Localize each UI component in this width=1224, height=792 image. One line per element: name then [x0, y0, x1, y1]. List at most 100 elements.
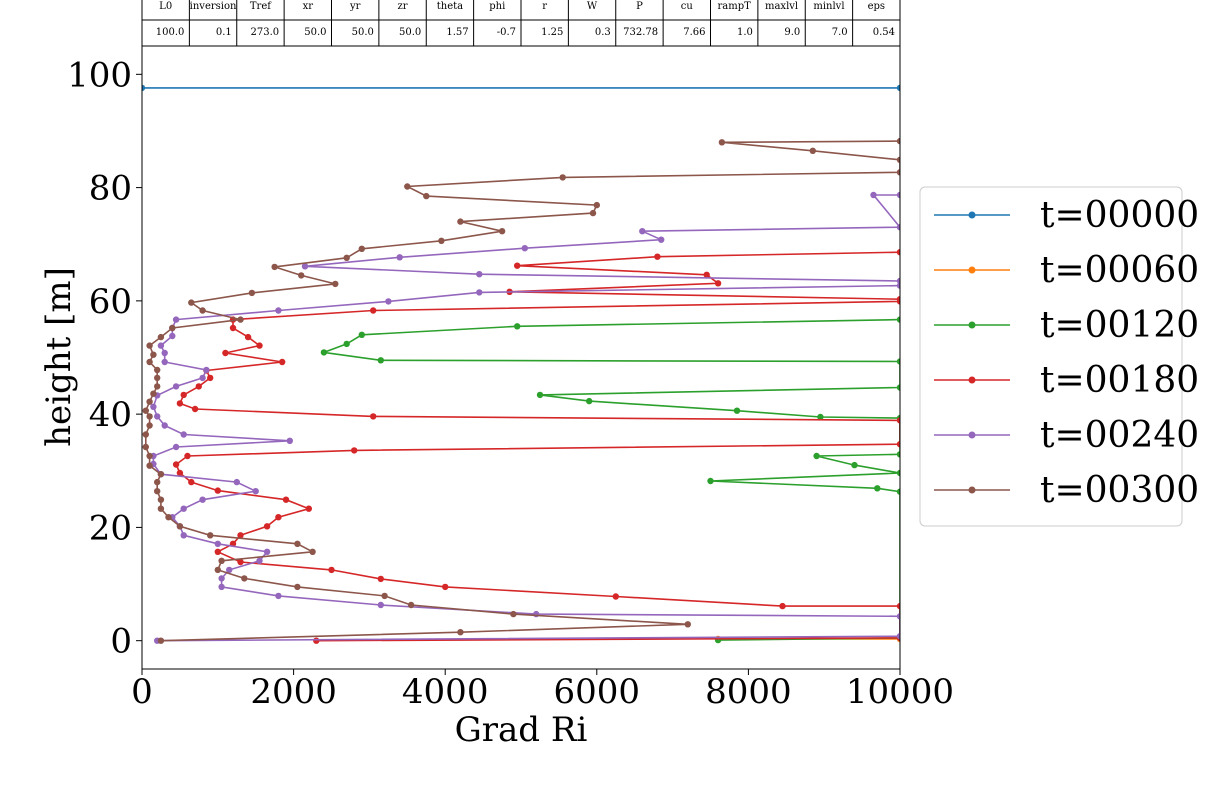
data-point: [589, 209, 597, 217]
data-point: [229, 324, 237, 332]
data-point: [214, 540, 221, 547]
table-value-cell: 0.1: [216, 27, 232, 38]
data-point: [896, 224, 900, 231]
data-point: [157, 333, 165, 341]
data-point: [874, 485, 881, 492]
data-point: [184, 452, 191, 460]
data-point: [237, 532, 244, 539]
data-point: [559, 174, 566, 181]
data-point: [146, 452, 153, 460]
data-point: [154, 374, 161, 382]
table-header-cell: P: [636, 1, 643, 12]
data-point: [320, 349, 328, 356]
data-point: [237, 558, 244, 566]
y-tick-label: 80: [89, 169, 132, 209]
data-point: [195, 383, 202, 390]
table-value-cell: -0.7: [497, 27, 516, 38]
data-point: [218, 557, 225, 564]
x-tick-label: 0: [131, 672, 153, 712]
x-axis-title: Grad Ri: [455, 710, 588, 750]
data-point: [294, 583, 301, 591]
data-point: [714, 280, 722, 287]
table-header-cell: xr: [303, 1, 314, 12]
data-point: [180, 431, 187, 438]
table-header-cell: cu: [681, 1, 694, 12]
data-point: [309, 548, 316, 555]
data-point: [718, 139, 726, 146]
data-point: [896, 451, 900, 458]
data-point: [199, 496, 206, 503]
data-point: [176, 523, 184, 530]
data-point: [142, 431, 149, 438]
data-point: [150, 390, 157, 397]
data-point: [370, 307, 377, 314]
data-point: [896, 277, 900, 285]
data-point: [896, 602, 900, 610]
data-point: [896, 191, 900, 199]
data-point: [813, 452, 820, 460]
series-line: [152, 194, 900, 642]
data-point: [313, 637, 320, 644]
table-value-cell: 1.25: [541, 27, 563, 38]
series-t=00000: [142, 84, 900, 92]
data-point: [896, 358, 900, 365]
y-tick-label: 0: [110, 622, 132, 662]
series-line: [323, 318, 900, 641]
data-point: [154, 383, 161, 390]
x-tick-label: 4000: [402, 672, 489, 712]
data-point: [896, 469, 900, 477]
data-point: [142, 407, 149, 414]
data-point: [404, 183, 411, 190]
legend-label: t=00240: [1040, 415, 1199, 456]
data-point: [896, 249, 900, 256]
data-point: [146, 422, 153, 429]
data-point: [154, 488, 161, 495]
data-point: [654, 253, 661, 260]
data-point: [172, 461, 180, 468]
legend-swatch-marker: [968, 211, 976, 219]
legend-frame: [919, 186, 1183, 527]
data-point: [521, 245, 528, 252]
legend-item: t=00180: [934, 360, 1199, 401]
data-point: [142, 443, 149, 451]
data-point: [457, 629, 464, 636]
legend-label: t=00300: [1040, 470, 1199, 511]
table-value-cell: 0.54: [873, 27, 895, 38]
x-tick-label: 8000: [705, 672, 792, 712]
data-point: [146, 358, 153, 366]
data-point: [214, 548, 221, 555]
data-point: [252, 488, 259, 495]
y-axis-title: height [m]: [39, 267, 79, 447]
legend-swatch-marker: [968, 266, 976, 274]
legend-label: t=00000: [1040, 195, 1199, 236]
data-point: [658, 236, 665, 243]
data-point: [896, 316, 900, 323]
table-value-cell: 273.0: [250, 27, 279, 38]
table-header-cell: rampT: [718, 1, 752, 12]
data-point: [639, 228, 646, 235]
data-point: [809, 147, 816, 154]
data-point: [275, 592, 282, 600]
data-point: [142, 84, 146, 92]
data-point: [457, 218, 464, 225]
data-point: [370, 413, 377, 420]
data-point: [896, 137, 900, 145]
data-point: [237, 316, 244, 323]
table-header-cell: zr: [398, 1, 408, 12]
data-point: [165, 514, 172, 521]
data-point: [870, 191, 877, 199]
data-point: [442, 583, 449, 591]
table-value-cell: 50.0: [352, 27, 374, 38]
data-point: [851, 461, 858, 469]
table-header-cell: eps: [868, 1, 885, 12]
data-point: [161, 422, 168, 429]
data-point: [896, 633, 900, 640]
data-point: [154, 413, 161, 420]
axes: 0 2000 4000 6000 8000 10000 0 20 40 60 80 100: [67, 55, 954, 712]
data-point: [294, 540, 301, 547]
data-point: [180, 505, 187, 512]
table-header-cell: inversion: [190, 1, 237, 12]
y-tick-label: 20: [89, 508, 132, 548]
data-point: [358, 245, 365, 252]
